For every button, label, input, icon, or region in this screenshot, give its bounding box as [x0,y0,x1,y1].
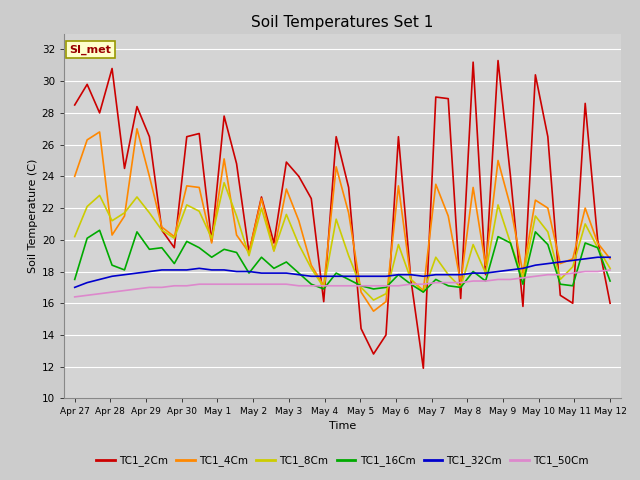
Y-axis label: Soil Temperature (C): Soil Temperature (C) [28,159,38,273]
Text: SI_met: SI_met [70,45,111,55]
X-axis label: Time: Time [329,420,356,431]
Legend: TC1_2Cm, TC1_4Cm, TC1_8Cm, TC1_16Cm, TC1_32Cm, TC1_50Cm: TC1_2Cm, TC1_4Cm, TC1_8Cm, TC1_16Cm, TC1… [92,451,593,470]
Title: Soil Temperatures Set 1: Soil Temperatures Set 1 [252,15,433,30]
